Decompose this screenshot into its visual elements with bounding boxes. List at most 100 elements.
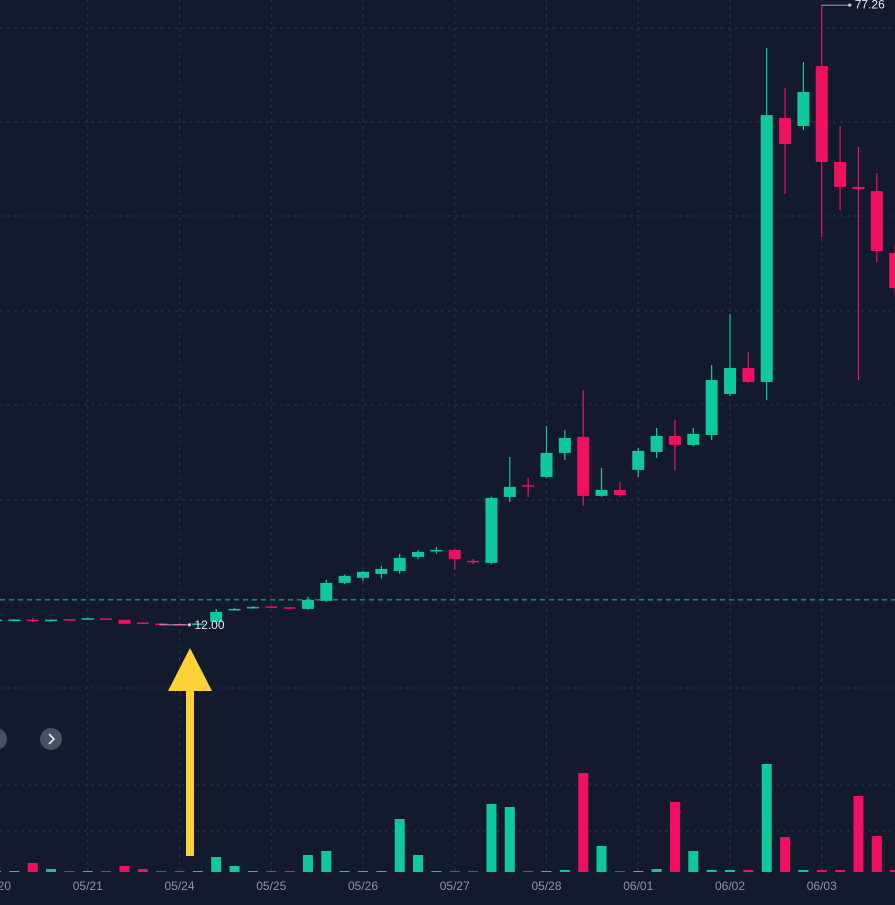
candle-body [889,252,895,289]
prev-button[interactable] [0,728,7,750]
x-tick-label: 06/02 [715,879,745,893]
x-tick-label: 05/20 [0,879,11,893]
volume-bar [64,871,75,872]
candle-body [613,489,626,495]
volume-bar [266,871,277,872]
volume-bar [413,855,424,872]
candle-body [63,619,76,621]
candle-body [815,66,828,163]
volume-bar [541,871,552,872]
volume-bar [27,863,38,872]
candle-body [100,618,113,620]
candle-body [558,437,571,453]
volume-bar [174,871,185,872]
candle-body [430,549,443,552]
high-label: 77.26 [855,0,885,11]
arrow-annotation [168,648,212,856]
volume-bar [669,802,680,872]
candle-body [448,549,461,559]
volume-bar [321,851,332,872]
volume-bar [596,846,607,872]
x-tick-label: 05/26 [348,879,378,893]
candle-body [852,186,865,190]
candle-body [595,489,608,496]
candle-body [705,379,718,435]
candle-body [155,623,168,625]
volume-bar [449,871,460,872]
volume-bar [211,857,222,872]
volume-bar [46,869,57,872]
candle-body [265,606,278,608]
next-button[interactable] [40,728,62,750]
volume-bar [816,870,827,872]
volume-bar [339,871,350,872]
candle-body [724,367,736,394]
volume-bar [798,870,809,872]
volume-bar [835,870,846,872]
candle-body [283,607,296,609]
volume-bar [706,870,717,872]
volume-bar [504,807,515,872]
candle-body [375,568,388,574]
x-tick-label: 06/03 [807,879,837,893]
volume-bar [376,871,387,872]
volume-bar [578,773,589,872]
x-tick-label: 05/27 [440,879,470,893]
candle-body [742,367,755,382]
candle-body [503,486,516,497]
volume-bar [302,855,313,872]
candle-body [45,619,58,622]
volume-bar [853,796,864,872]
x-tick-label: 05/28 [531,879,561,893]
volume-bar [9,871,20,872]
x-tick-label: 06/01 [623,879,653,893]
volume-bar [137,869,148,872]
volume-bar [468,871,479,872]
volume-bar [890,870,895,872]
volume-bar [119,866,130,872]
volume-bar [284,871,295,872]
candle-body [136,622,149,624]
volume-bar [743,870,754,872]
candle-body [320,582,333,601]
nav-buttons[interactable] [0,728,62,750]
volume-bar [871,836,882,872]
candle-body [632,450,645,470]
volume-bar [192,871,203,872]
volume-bar [101,871,112,872]
candle-body [760,115,773,382]
volume-bar [559,870,570,872]
candle-body [210,611,223,622]
candle-body [522,485,535,487]
volume-bar [725,870,735,872]
volume-bar [156,871,167,872]
x-tick-label: 05/24 [164,879,194,893]
volume-bar [229,866,240,872]
volume-bar [523,871,534,872]
candle-body [797,92,810,127]
chevron-icon [48,733,56,745]
candle-body [26,619,39,622]
volume-bar [431,871,442,872]
volume-bar [486,804,497,872]
candle-body [668,435,681,445]
volume-bar [780,837,791,872]
candle-body [577,436,590,496]
volume-bar [82,871,93,872]
leader-dot [848,3,852,7]
candle-body [870,191,883,251]
candle-body [834,162,847,187]
candle-body [81,618,94,620]
candle-body [467,560,480,563]
candle-body [485,497,498,563]
candle-body [301,599,314,609]
candle-body [393,557,406,571]
low-label: 12.00 [195,618,225,632]
candle-body [779,118,792,145]
arrow-head [168,648,212,691]
candle-body [8,619,21,622]
grid [0,27,895,832]
candle-body [191,623,204,625]
